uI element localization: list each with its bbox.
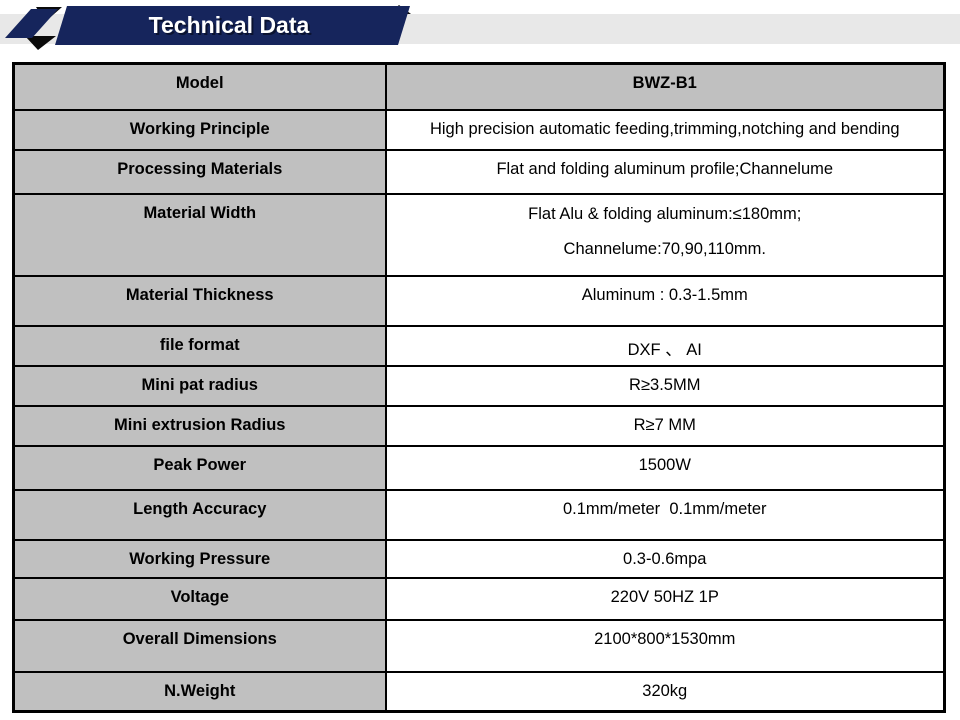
- table-row: Working Principle High precision automati…: [12, 108, 946, 151]
- spec-label: Mini pat radius: [12, 364, 387, 407]
- spec-value: BWZ-B1: [384, 62, 946, 111]
- table-row: Model BWZ-B1: [12, 62, 946, 111]
- spec-value-line: Flat Alu & folding aluminum:≤180mm;: [528, 204, 802, 223]
- spec-label: Processing Materials: [12, 148, 387, 195]
- table-row: Material Width Flat Alu & folding aluminu…: [12, 192, 946, 277]
- spec-value: Flat and folding aluminum profile;Channe…: [384, 148, 946, 195]
- table-row: Material Thickness Aluminum : 0.3-1.5mm: [12, 274, 946, 327]
- spec-label: N.Weight: [12, 670, 387, 713]
- spec-label: Voltage: [12, 576, 387, 621]
- spec-value: Flat Alu & folding aluminum:≤180mm; Chann…: [384, 192, 946, 277]
- table-row: Peak Power 1500W: [12, 444, 946, 491]
- technical-data-table: Model BWZ-B1 Working Principle High precisi…: [12, 62, 946, 713]
- flag-accent-bottom-icon: [25, 36, 56, 50]
- spec-value: 0.1mm/meter 0.1mm/meter: [384, 488, 946, 541]
- spec-value: 0.3-0.6mpa: [384, 538, 946, 579]
- spec-value: 220V 50HZ 1P: [384, 576, 946, 621]
- spec-value: R≥7 MM: [384, 404, 946, 447]
- spec-label: Model: [12, 62, 387, 111]
- flag-icon: [5, 9, 58, 38]
- spec-value-line: Channelume:70,90,110mm.: [563, 240, 766, 259]
- spec-value: 320kg: [384, 670, 946, 713]
- spec-value: High precision automatic feeding,trimmin…: [384, 108, 946, 151]
- spec-value: R≥3.5MM: [384, 364, 946, 407]
- spec-value: DXF 、 AI: [384, 324, 946, 367]
- spec-label: Material Thickness: [12, 274, 387, 327]
- spec-label: Mini extrusion Radius: [12, 404, 387, 447]
- table-row: Mini extrusion Radius R≥7 MM: [12, 404, 946, 447]
- spec-label: Material Width: [12, 192, 387, 277]
- banner-shape: [55, 6, 410, 45]
- page-title: Technical Data: [149, 12, 310, 38]
- page-header: Technical Data Technical Data: [0, 0, 960, 55]
- spec-label: Peak Power: [12, 444, 387, 491]
- spec-label: Working Pressure: [12, 538, 387, 579]
- table-row: N.Weight 320kg: [12, 670, 946, 713]
- table-row: Processing Materials Flat and folding alu…: [12, 148, 946, 195]
- spec-value: 1500W: [384, 444, 946, 491]
- banner-title-shadow: Technical Data: [151, 14, 312, 40]
- table-row: Working Pressure 0.3-0.6mpa: [12, 538, 946, 579]
- table-row: Overall Dimensions 2100*800*1530mm: [12, 618, 946, 673]
- table-row: Length Accuracy 0.1mm/meter 0.1mm/meter: [12, 488, 946, 541]
- spec-label: Working Principle: [12, 108, 387, 151]
- spec-label: Length Accuracy: [12, 488, 387, 541]
- table-row: Mini pat radius R≥3.5MM: [12, 364, 946, 407]
- table-row: file format DXF 、 AI: [12, 324, 946, 367]
- spec-label: file format: [12, 324, 387, 367]
- header-banner-graphic: Technical Data Technical Data: [0, 5, 960, 50]
- technical-data-table-body: Model BWZ-B1 Working Principle High precisi…: [12, 62, 946, 713]
- spec-label: Overall Dimensions: [12, 618, 387, 673]
- spec-value: 2100*800*1530mm: [384, 618, 946, 673]
- table-row: Voltage 220V 50HZ 1P: [12, 576, 946, 621]
- spec-value: Aluminum : 0.3-1.5mm: [384, 274, 946, 327]
